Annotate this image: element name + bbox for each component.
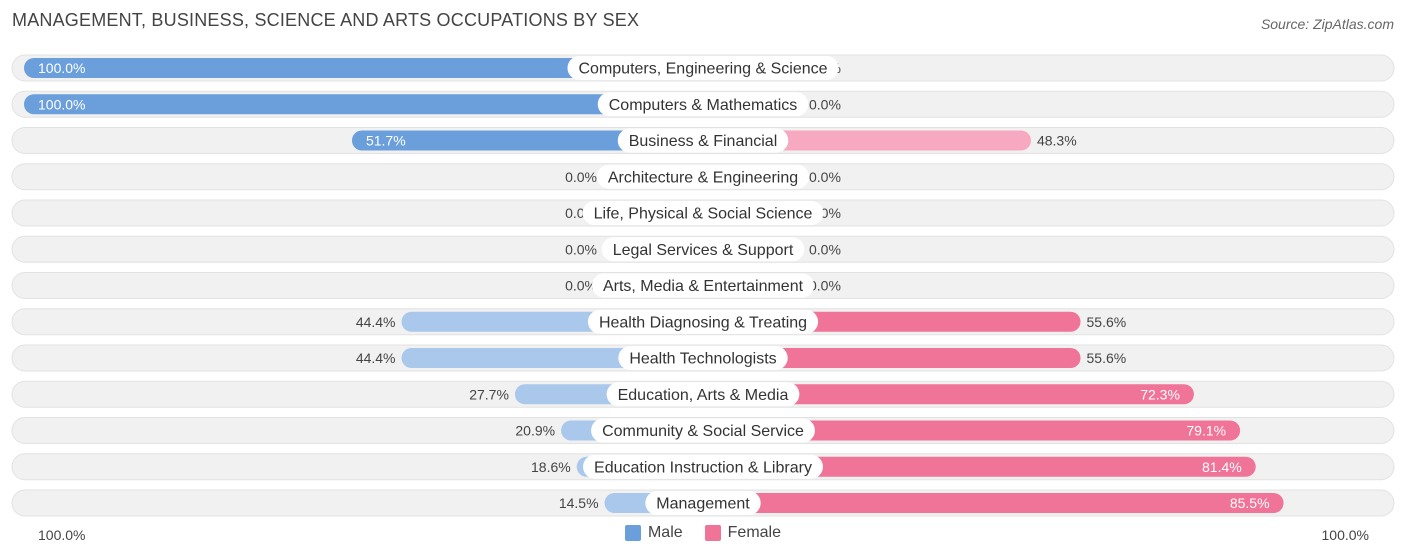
- female-value-label: 79.1%: [1186, 423, 1226, 439]
- axis-left-label: 100.0%: [38, 527, 86, 543]
- category-label: Architecture & Engineering: [608, 169, 798, 186]
- female-bar: [703, 493, 1284, 513]
- category-label: Arts, Media & Entertainment: [603, 278, 804, 295]
- category-label: Education, Arts & Media: [618, 387, 789, 404]
- male-value-label: 44.4%: [356, 314, 396, 330]
- category-label-pill: [583, 454, 823, 479]
- chart-title: MANAGEMENT, BUSINESS, SCIENCE AND ARTS O…: [12, 10, 640, 30]
- legend-item-female: Female: [704, 524, 782, 542]
- source-label: Source: ZipAtlas.com: [1260, 16, 1394, 32]
- female-value-label: 0.0%: [809, 278, 841, 294]
- female-value-label: 0.0%: [809, 169, 841, 185]
- category-label: Community & Social Service: [602, 423, 804, 440]
- category-label-pill: [606, 382, 800, 407]
- male-value-label: 20.9%: [515, 423, 555, 439]
- category-label: Management: [656, 496, 750, 513]
- category-label: Life, Physical & Social Science: [594, 206, 813, 223]
- category-label-pill: [591, 273, 815, 298]
- category-label: Health Technologists: [629, 351, 776, 368]
- legend-swatch-female: [704, 525, 721, 541]
- female-value-label: 85.5%: [1230, 495, 1270, 511]
- male-value-label: 44.4%: [356, 350, 396, 366]
- category-label-pill: [645, 491, 761, 515]
- category-label-pill: [617, 128, 789, 153]
- category-label: Legal Services & Support: [613, 242, 794, 259]
- male-bar: [24, 58, 703, 78]
- category-label-pill: [587, 309, 819, 334]
- legend-swatch-male: [624, 525, 641, 541]
- female-value-label: 48.3%: [1037, 133, 1077, 149]
- male-value-label: 100.0%: [38, 60, 85, 76]
- male-value-label: 27.7%: [469, 386, 509, 402]
- female-value-label: 0.0%: [809, 96, 841, 112]
- chart-svg: 100.0% 0.0% Computers, Engineering & Scien…: [11, 54, 1395, 517]
- category-label: Health Diagnosing & Treating: [599, 314, 807, 331]
- male-value-label: 18.6%: [531, 459, 571, 475]
- legend-item-male: Male: [624, 524, 683, 542]
- male-value-label: 0.0%: [565, 169, 597, 185]
- female-value-label: 81.4%: [1202, 459, 1242, 475]
- category-label: Computers, Engineering & Science: [578, 61, 827, 78]
- legend-label-female: Female: [727, 524, 782, 541]
- female-value-label: 72.3%: [1140, 386, 1180, 402]
- male-bar: [351, 130, 703, 151]
- female-bar: [703, 348, 1081, 368]
- female-value-label: 0.0%: [809, 241, 841, 257]
- category-label: Business & Financial: [629, 133, 778, 150]
- female-bar: [703, 384, 1194, 405]
- category-label-pill: [596, 164, 810, 189]
- female-value-label: 55.6%: [1087, 350, 1127, 366]
- female-bar: [703, 456, 1256, 477]
- axis-right-label: 100.0%: [1321, 527, 1369, 543]
- category-label-pill: [597, 92, 809, 117]
- male-value-label: 100.0%: [38, 96, 85, 112]
- male-value-label: 0.0%: [565, 241, 597, 257]
- category-label-pill: [567, 56, 839, 80]
- male-bar: [24, 94, 703, 115]
- legend-label-male: Male: [647, 524, 683, 541]
- category-label-pill: [591, 418, 815, 443]
- male-value-label: 51.7%: [366, 133, 406, 149]
- category-label-pill: [618, 346, 788, 370]
- category-label-pill: [601, 237, 805, 262]
- male-value-label: 0.0%: [565, 278, 597, 294]
- legend: Male Female: [0, 524, 1406, 542]
- category-label: Education Instruction & Library: [594, 459, 812, 476]
- category-label-pill: [582, 201, 824, 225]
- female-bar: [703, 420, 1241, 441]
- female-value-label: 55.6%: [1087, 314, 1127, 330]
- category-label: Computers & Mathematics: [609, 97, 798, 114]
- male-value-label: 14.5%: [559, 495, 599, 511]
